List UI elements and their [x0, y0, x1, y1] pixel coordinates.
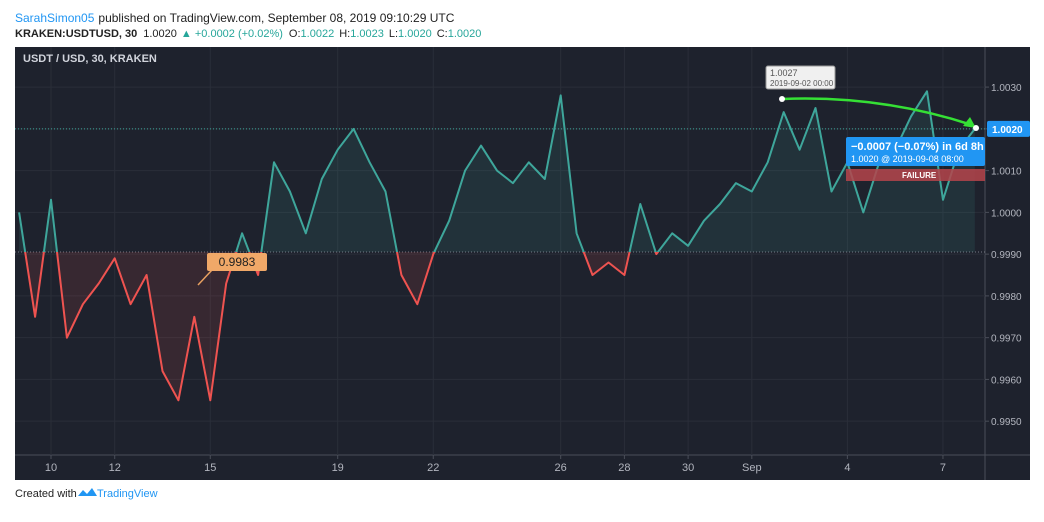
projection-arrow	[781, 97, 973, 127]
header-item: ▲ +0.0002 (+0.02%)	[181, 28, 283, 40]
y-tick-label: 0.9980	[991, 292, 1022, 303]
header-item: KRAKEN:USDTUSD, 30	[15, 28, 137, 40]
header-item: L:	[389, 28, 398, 40]
area	[19, 91, 975, 401]
high-date: 2019-09-02 00:00	[770, 79, 834, 88]
header-item: 1.0022	[301, 28, 335, 40]
header-item: 1.0023	[350, 28, 384, 40]
callout-pointer	[197, 269, 213, 286]
high-box	[765, 65, 836, 90]
x-tick-label: 30	[682, 462, 694, 474]
end-point	[973, 125, 979, 131]
y-tick-label: 0.9960	[991, 375, 1022, 386]
x-tick-label: 12	[109, 462, 121, 474]
brand-icon	[78, 488, 97, 496]
projection-change: −0.0007 (−0.07%) in 6d 8h	[851, 141, 984, 153]
header-item: 1.0020	[398, 28, 432, 40]
x-tick-label: 22	[427, 462, 439, 474]
axes: 0.9950 0.9960 0.9970 0.9980 0.9990 1.0000 1.00…	[45, 83, 1030, 474]
header-item: 1.0020	[143, 28, 177, 40]
symbol-line: KRAKEN:USDTUSD, 30 1.0020 ▲ +0.0002 (+0.02…	[15, 28, 481, 40]
x-tick-label: 28	[618, 462, 630, 474]
y-tick-label: 1.0010	[991, 167, 1022, 178]
y-tick-label: 1.0030	[991, 83, 1022, 94]
footer-created: Created with	[15, 488, 77, 500]
y-tick-label: 0.9950	[991, 417, 1022, 428]
header-item: C:	[437, 28, 448, 40]
published: published on TradingView.com, September …	[98, 11, 454, 25]
start-point	[779, 96, 785, 102]
x-tick-label: 10	[45, 462, 57, 474]
header-item: H:	[339, 28, 350, 40]
header-item: 1.0020	[448, 28, 482, 40]
projection-box	[846, 137, 985, 166]
arrow-head	[963, 117, 976, 128]
status-box	[846, 169, 985, 181]
last-price-tag	[987, 120, 1030, 137]
x-tick-label: 26	[555, 462, 567, 474]
x-tick-label: 7	[940, 462, 946, 474]
y-tick-label: 0.9990	[991, 250, 1022, 261]
x-tick-label: 4	[844, 462, 850, 474]
plot	[15, 90, 985, 402]
callout-box	[207, 253, 267, 271]
high-price: 1.0027	[770, 68, 798, 78]
price-line	[18, 90, 976, 402]
y-tick-label: 1.0000	[991, 208, 1022, 219]
status-text: FAILURE	[902, 171, 937, 180]
author[interactable]: SarahSimon05	[15, 11, 95, 25]
footer-brand[interactable]: TradingView	[97, 488, 158, 500]
last-price-label: 1.0020	[992, 125, 1023, 136]
chart-title: USDT / USD, 30, KRAKEN	[23, 53, 157, 65]
x-tick-label: 15	[204, 462, 216, 474]
header-item: O:	[289, 28, 301, 40]
x-tick-label: 19	[332, 462, 344, 474]
projection-target: 1.0020 @ 2019-09-08 08:00	[851, 154, 964, 164]
y-tick-label: 0.9970	[991, 334, 1022, 345]
callout-text: 0.9983	[219, 255, 256, 269]
x-tick-label: Sep	[742, 462, 762, 474]
